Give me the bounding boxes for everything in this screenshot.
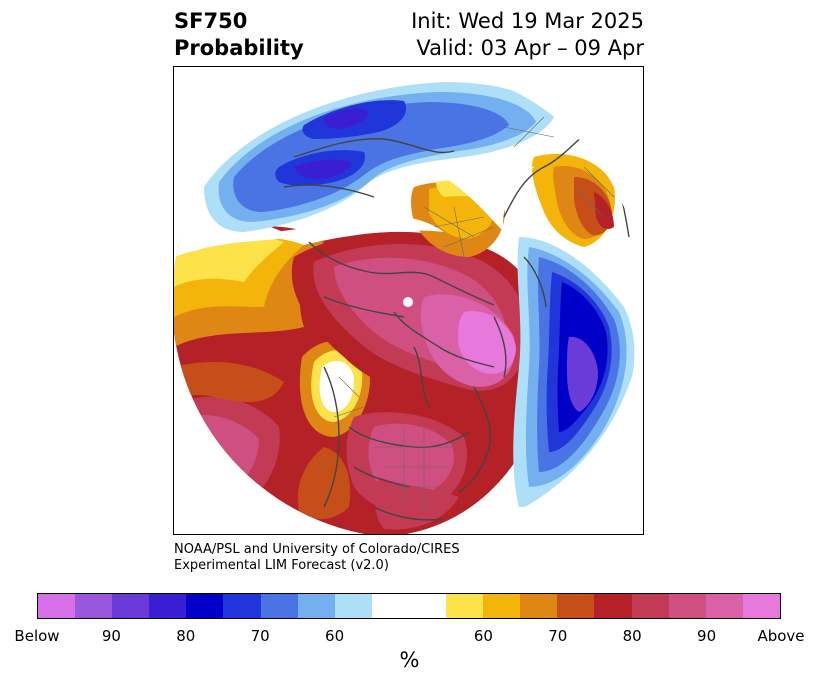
colorbar-bin	[668, 594, 706, 618]
map-dates: Init: Wed 19 Mar 2025 Valid: 03 Apr – 09…	[411, 8, 644, 62]
colorbar-bin	[149, 594, 187, 618]
colorbar-tick-label: 90	[101, 627, 121, 645]
init-date: Init: Wed 19 Mar 2025	[411, 9, 644, 33]
political-borders	[333, 116, 615, 512]
colorbar-tick-label: 80	[176, 627, 196, 645]
colorbar-bin	[594, 594, 632, 618]
colorbar-bin	[371, 594, 409, 618]
colorbar-tick-label: Below	[14, 627, 60, 645]
colorbar	[37, 593, 781, 619]
credit-line-2: Experimental LIM Forecast (v2.0)	[174, 558, 389, 573]
colorbar-bin	[483, 594, 521, 618]
colorbar-bin	[446, 594, 484, 618]
colorbar-bin	[223, 594, 261, 618]
colorbar-bin	[408, 594, 447, 618]
colorbar-tick-label: 70	[250, 627, 270, 645]
valid-date: Valid: 03 Apr – 09 Apr	[416, 36, 644, 60]
colorbar-bin	[75, 594, 113, 618]
colorbar-bin	[520, 594, 558, 618]
colorbar-tick-label: 60	[473, 627, 493, 645]
title-line-1: SF750	[174, 9, 248, 33]
colorbar-ticks: Below 90 80 70 60 60 70 80 90 Above	[0, 627, 819, 647]
credit-text: NOAA/PSL and University of Colorado/CIRE…	[174, 542, 460, 574]
map-title: SF750 Probability	[174, 8, 304, 62]
colorbar-bin	[112, 594, 150, 618]
colorbar-tick-label: 80	[622, 627, 642, 645]
colorbar-bin	[334, 594, 372, 618]
coastlines	[283, 96, 630, 521]
colorbar-tick-label: Above	[757, 627, 805, 645]
colorbar-bin	[186, 594, 224, 618]
colorbar-bin	[297, 594, 335, 618]
credit-line-1: NOAA/PSL and University of Colorado/CIRE…	[174, 542, 460, 557]
shaded-field	[174, 67, 643, 534]
colorbar-bin	[38, 594, 76, 618]
colorbar-bin	[742, 594, 780, 618]
colorbar-bin	[260, 594, 298, 618]
colorbar-tick-label: 90	[697, 627, 717, 645]
title-line-2: Probability	[174, 36, 304, 60]
colorbar-tick-label: 70	[548, 627, 568, 645]
colorbar-bin	[557, 594, 595, 618]
colorbar-unit: %	[399, 648, 420, 672]
probability-map	[174, 67, 643, 534]
map-panel	[173, 66, 644, 535]
north-pole-marker	[403, 297, 413, 307]
colorbar-tick-label: 60	[325, 627, 345, 645]
colorbar-bin	[631, 594, 669, 618]
colorbar-bin	[705, 594, 743, 618]
